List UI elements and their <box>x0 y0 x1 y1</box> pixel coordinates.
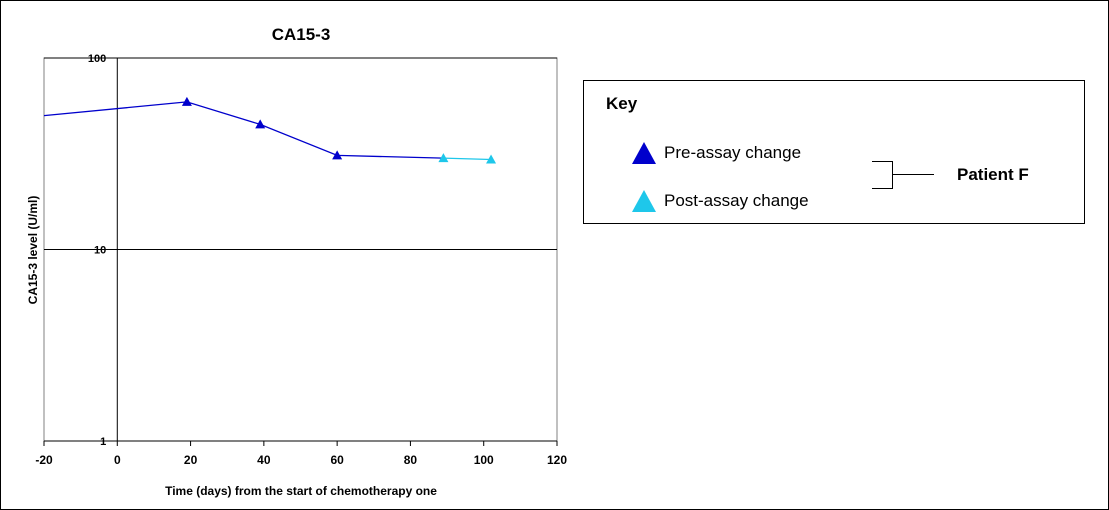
key-label-pre: Pre-assay change <box>664 143 802 162</box>
series-line-1 <box>43 101 444 159</box>
key-connector-line <box>892 174 934 175</box>
x-tick-label: 0 <box>114 453 121 467</box>
key-item-pre: Pre-assay change <box>632 140 801 166</box>
x-tick-label: 120 <box>547 453 567 467</box>
y-tick-label: 1 <box>100 436 106 448</box>
pre-assay-triangle-icon <box>632 142 656 164</box>
x-tick-label: 100 <box>474 453 494 467</box>
x-tick-label: 60 <box>330 453 344 467</box>
series-layer <box>43 96 497 164</box>
key-item-post: Post-assay change <box>632 188 809 214</box>
key-patient-label: Patient F <box>957 165 1029 184</box>
data-point-marker <box>255 119 266 129</box>
post-assay-triangle-icon <box>632 190 656 212</box>
y-axis-label: CA15-3 level (U/ml) <box>26 196 40 305</box>
chart-title: CA15-3 <box>272 25 331 44</box>
data-point-marker <box>332 150 343 160</box>
key-bracket <box>872 161 893 189</box>
x-tick-label: 80 <box>404 453 418 467</box>
grid-layer <box>44 57 557 250</box>
data-point-marker <box>438 153 449 163</box>
data-point-marker <box>486 154 497 164</box>
x-tick-label: -20 <box>35 453 53 467</box>
legend-key: Key Pre-assay change Post-assay change P… <box>583 80 1085 224</box>
y-tick-label: 100 <box>88 53 106 65</box>
axis-layer: 1 10 100 -20 0 20 40 60 80 100 120 <box>35 53 567 467</box>
x-tick-label: 40 <box>257 453 271 467</box>
key-label-post: Post-assay change <box>664 191 809 210</box>
series-line-2 <box>443 157 492 161</box>
x-tick-label: 20 <box>184 453 198 467</box>
data-point-marker <box>181 96 192 106</box>
key-title: Key <box>606 94 638 113</box>
x-axis-label: Time (days) from the start of chemothera… <box>165 484 437 498</box>
y-tick-label: 10 <box>94 245 106 257</box>
